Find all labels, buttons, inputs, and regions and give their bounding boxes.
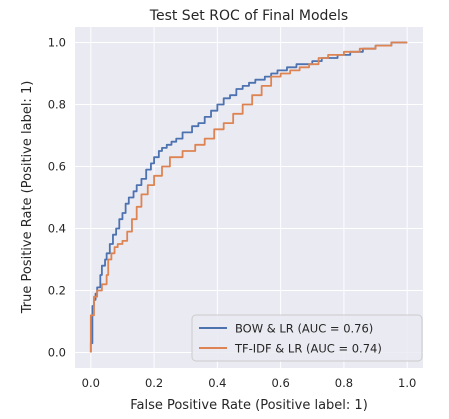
- y-tick-label: 0.8: [48, 98, 66, 112]
- tick-labels: 0.0 0.2 0.4 0.6 0.8 1.0 0.0 0.2 0.4 0.6 0.8 1.0: [48, 36, 417, 391]
- legend-label-tfidf: TF-IDF & LR (AUC = 0.74): [234, 342, 382, 356]
- x-tick-label: 0.2: [145, 376, 163, 390]
- y-tick-label: 0.2: [48, 284, 66, 298]
- y-tick-label: 0.0: [48, 346, 66, 360]
- y-axis-label: True Positive Rate (Positive label: 1): [20, 81, 35, 315]
- y-tick-label: 0.4: [48, 222, 66, 236]
- x-tick-label: 0.4: [208, 376, 226, 390]
- tfidf-lr-roc-line: [89, 41, 408, 353]
- x-tick-label: 0.6: [271, 376, 289, 390]
- legend-label-bow: BOW & LR (AUC = 0.76): [235, 322, 373, 336]
- x-axis-label: False Positive Rate (Positive label: 1): [130, 398, 368, 413]
- chart-title: Test Set ROC of Final Models: [149, 8, 348, 24]
- y-tick-label: 0.6: [48, 160, 66, 174]
- series-lines: [89, 41, 408, 353]
- bow-lr-roc-line: [89, 41, 408, 353]
- x-tick-label: 1.0: [398, 376, 416, 390]
- x-tick-label: 0.0: [82, 376, 100, 390]
- x-tick-label: 0.8: [335, 376, 353, 390]
- legend: BOW & LR (AUC = 0.76) TF-IDF & LR (AUC =…: [191, 314, 423, 362]
- legend-box: [191, 314, 423, 362]
- y-tick-label: 1.0: [48, 36, 66, 50]
